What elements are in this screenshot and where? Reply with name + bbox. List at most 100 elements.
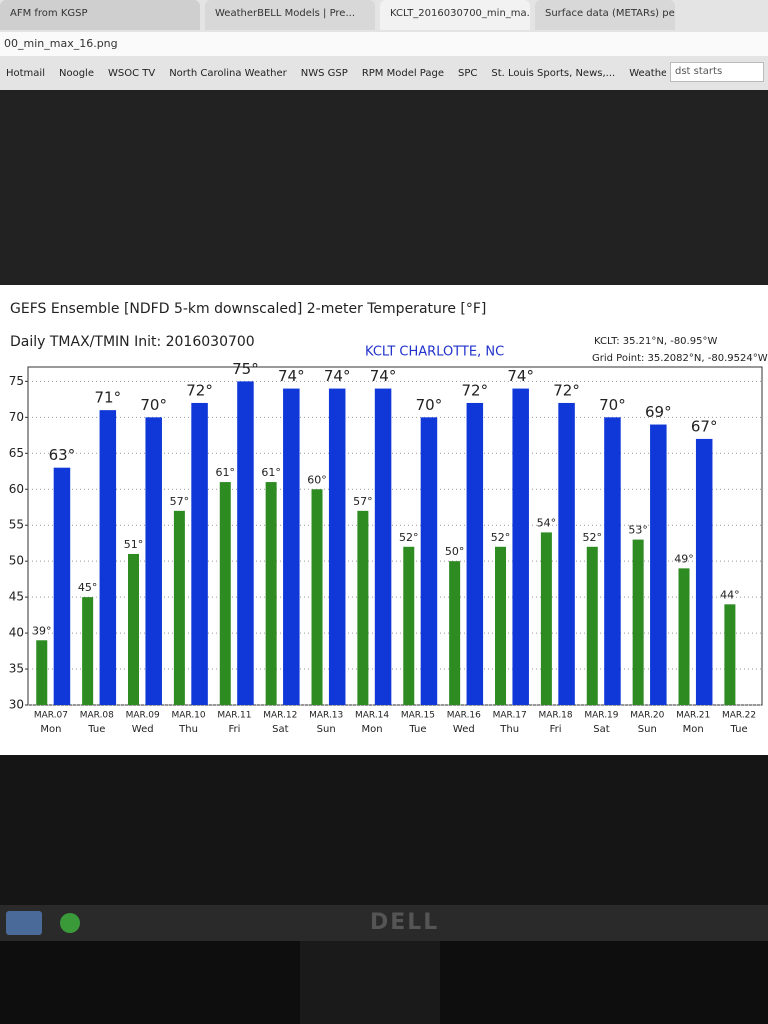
value-label: 51°	[124, 538, 144, 551]
y-tick-label: 75	[9, 374, 24, 388]
x-weekday-label: Fri	[550, 724, 562, 735]
bookmark[interactable]: WeatherBELL Models |...	[629, 67, 666, 79]
value-label: 72°	[462, 381, 489, 399]
value-label: 53°	[628, 524, 648, 537]
x-tick-label: MAR.14	[355, 711, 389, 721]
bar	[36, 640, 48, 705]
location: KCLT: 35.21°N, -80.95°W	[594, 336, 717, 347]
monitor-stand	[300, 941, 440, 1024]
bookmark[interactable]: North Carolina Weather	[169, 67, 287, 79]
value-label: 57°	[170, 495, 190, 508]
value-label: 72°	[186, 381, 213, 399]
bar	[328, 388, 346, 705]
monitor-brand: DELL	[370, 910, 440, 935]
x-tick-label: MAR.20	[630, 711, 664, 721]
value-label: 49°	[674, 552, 694, 565]
bar	[374, 388, 392, 705]
value-label: 74°	[507, 367, 534, 385]
bar	[632, 539, 644, 705]
value-label: 52°	[399, 531, 419, 544]
x-weekday-label: Tue	[408, 724, 426, 735]
bar	[695, 438, 713, 705]
bar	[53, 467, 71, 705]
value-label: 67°	[691, 417, 718, 435]
value-label: 70°	[416, 396, 443, 414]
y-tick-label: 30	[9, 698, 24, 712]
value-label: 57°	[353, 495, 373, 508]
x-tick-label: MAR.16	[447, 711, 481, 721]
bookmark[interactable]: SPC	[458, 67, 478, 79]
y-tick-label: 45	[9, 590, 24, 604]
chart-title: GEFS Ensemble [NDFD 5-km downscaled] 2-m…	[10, 301, 486, 317]
value-label: 50°	[445, 545, 465, 558]
bar	[357, 510, 369, 705]
bookmark[interactable]: Hotmail	[6, 67, 45, 79]
page-background	[0, 90, 768, 285]
bookmark[interactable]: WSOC TV	[107, 67, 156, 79]
chrome-icon[interactable]	[60, 913, 80, 933]
bar	[724, 604, 736, 705]
bar	[586, 546, 598, 705]
bookmark[interactable]: Noogle	[58, 67, 94, 79]
station: KCLT CHARLOTTE, NC	[365, 345, 504, 360]
bar	[540, 532, 552, 705]
bookmarks-bar: Hotmail Noogle WSOC TV North Carolina Weath…	[6, 60, 666, 86]
tab[interactable]: AFM from KGSP	[0, 0, 200, 30]
chart-subtitle: Daily TMAX/TMIN Init: 2016030700	[10, 334, 255, 350]
x-weekday-label: Sun	[638, 724, 657, 735]
y-tick-label: 40	[9, 626, 24, 640]
bar	[173, 510, 185, 705]
bar	[650, 424, 667, 705]
value-label: 52°	[583, 531, 603, 544]
bar	[678, 568, 690, 705]
x-tick-label: MAR.11	[217, 711, 251, 721]
value-label: 69°	[645, 403, 672, 421]
address-bar[interactable]: 00_min_max_16.png	[0, 32, 768, 56]
bookmark[interactable]: St. Louis Sports, News,...	[491, 67, 616, 79]
tab[interactable]: Surface data (METARs) pe...	[535, 0, 675, 30]
x-weekday-label: Mon	[40, 724, 61, 735]
x-weekday-label: Sat	[593, 724, 609, 735]
x-tick-label: MAR.10	[171, 711, 205, 721]
tab[interactable]: KCLT_2016030700_min_ma...	[380, 0, 530, 30]
x-tick-label: MAR.22	[722, 711, 756, 721]
value-label: 71°	[95, 389, 122, 407]
bar	[403, 546, 415, 705]
value-label: 74°	[370, 367, 397, 385]
y-tick-label: 55	[9, 518, 24, 532]
value-label: 61°	[261, 466, 281, 479]
x-weekday-label: Tue	[87, 724, 105, 735]
x-tick-label: MAR.08	[80, 711, 114, 721]
tab[interactable]: WeatherBELL Models | Pre...	[205, 0, 375, 30]
value-label: 60°	[307, 473, 327, 486]
x-weekday-label: Fri	[228, 724, 240, 735]
x-weekday-label: Thu	[178, 724, 198, 735]
bar	[191, 402, 208, 705]
bar	[495, 546, 507, 705]
x-tick-label: MAR.21	[676, 711, 710, 721]
x-tick-label: MAR.09	[126, 711, 160, 721]
bar	[311, 489, 323, 705]
grid-point: Grid Point: 35.2082°N, -80.9524°W	[592, 353, 768, 364]
firefox-icon[interactable]	[6, 911, 42, 935]
bar	[512, 388, 529, 705]
bookmark[interactable]: NWS GSP	[300, 67, 348, 79]
bookmark[interactable]: RPM Model Page	[361, 67, 445, 79]
value-label: 39°	[32, 624, 52, 637]
x-weekday-label: Mon	[362, 724, 383, 735]
x-tick-label: MAR.07	[34, 711, 68, 721]
monitor-bezel-area	[0, 755, 768, 905]
bar	[420, 417, 438, 705]
y-tick-label: 50	[9, 554, 24, 568]
bar	[128, 553, 140, 705]
search-box[interactable]: dst starts	[670, 62, 764, 82]
y-tick-label: 65	[9, 446, 24, 460]
bar	[145, 417, 162, 705]
x-weekday-label: Thu	[499, 724, 519, 735]
value-label: 54°	[537, 516, 557, 529]
bar	[558, 402, 575, 705]
x-weekday-label: Wed	[453, 724, 475, 735]
bar	[237, 381, 254, 705]
bar	[82, 597, 94, 705]
